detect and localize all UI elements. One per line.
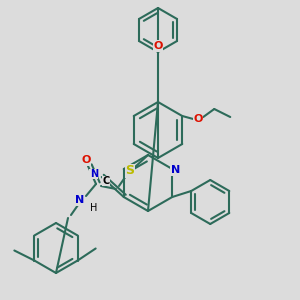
- Text: S: S: [125, 164, 134, 178]
- Text: N: N: [75, 195, 85, 205]
- Text: H: H: [90, 203, 98, 213]
- Text: O: O: [194, 114, 203, 124]
- Text: O: O: [81, 155, 91, 165]
- Text: N: N: [171, 165, 180, 175]
- Text: O: O: [153, 41, 163, 51]
- Text: C: C: [102, 176, 110, 186]
- Text: N: N: [90, 169, 98, 179]
